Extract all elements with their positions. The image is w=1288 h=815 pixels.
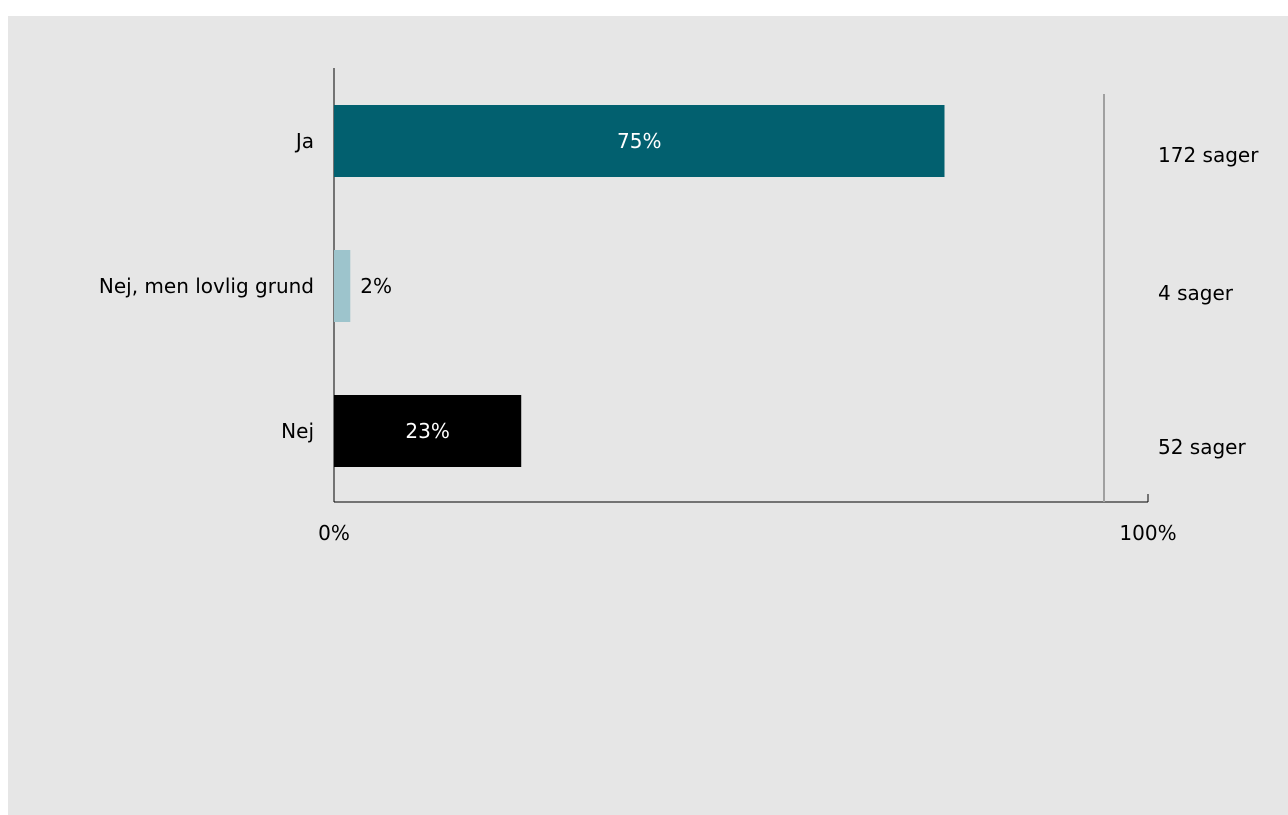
category-label-0: Ja	[294, 129, 314, 153]
category-label-1: Nej, men lovlig grund	[99, 274, 314, 298]
value-label-1: 2%	[360, 274, 392, 298]
bar-1	[334, 250, 351, 322]
bar-0	[334, 105, 945, 177]
x-tick-label-max: 100%	[1119, 521, 1176, 545]
value-label-0: 75%	[617, 129, 661, 153]
count-label-2: 52 sager	[1158, 435, 1246, 459]
x-tick-label-min: 0%	[318, 521, 350, 545]
count-label-0: 172 sager	[1158, 143, 1259, 167]
count-label-1: 4 sager	[1158, 281, 1234, 305]
bar-chart: 0% 100% Ja 75% 172 sager Nej, men lovlig gr…	[99, 68, 1259, 545]
value-label-2: 23%	[405, 419, 449, 443]
category-label-2: Nej	[281, 419, 314, 443]
chart-panel: 0% 100% Ja 75% 172 sager Nej, men lovlig gr…	[8, 16, 1288, 815]
bar-2	[334, 395, 522, 467]
